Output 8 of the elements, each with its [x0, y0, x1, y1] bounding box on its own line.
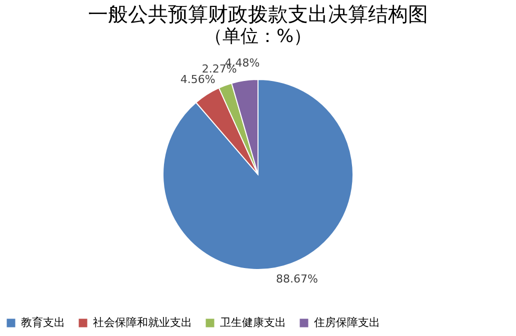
legend-label: 卫生健康支出	[220, 316, 286, 329]
legend-label: 教育支出	[21, 316, 65, 329]
legend-label: 住房保障支出	[314, 316, 380, 329]
data-label: 88.67%	[276, 272, 318, 286]
chart-title: 一般公共预算财政拨款支出决算结构图	[88, 2, 428, 26]
chart-subtitle: （单位：%）	[204, 26, 312, 47]
legend-label: 社会保障和就业支出	[93, 316, 192, 329]
data-label: 4.56%	[180, 73, 216, 86]
